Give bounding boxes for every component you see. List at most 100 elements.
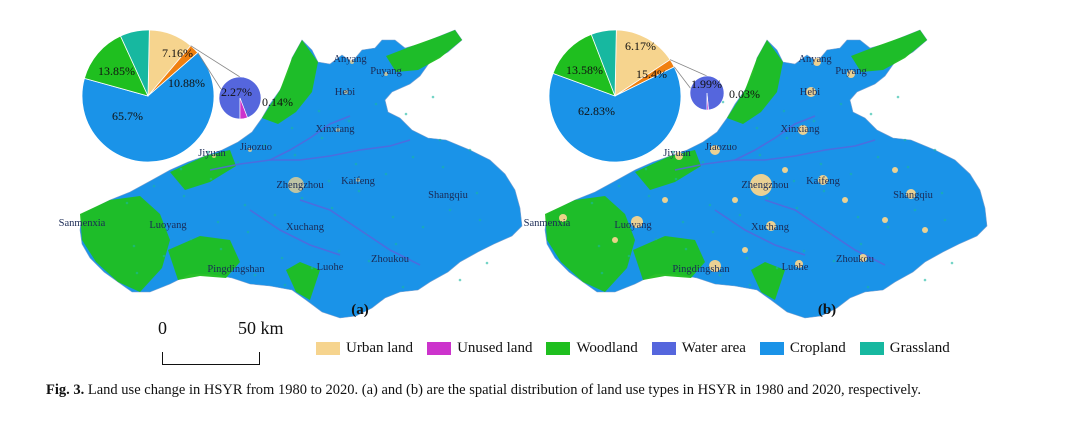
pie-label-woodland: 13.58% (566, 63, 603, 77)
grassland-speck (206, 150, 210, 154)
grassland-speck (782, 109, 786, 113)
grassland-speck (273, 213, 277, 217)
grassland-speck (347, 119, 351, 123)
city-label: Jiaozuo (240, 142, 272, 153)
grassland-speck (246, 230, 250, 234)
grassland-speck (940, 191, 944, 195)
legend-label: Grassland (889, 339, 950, 356)
grassland-speck (384, 172, 388, 176)
grassland-speck (441, 165, 445, 169)
grassland-speck (785, 136, 789, 140)
grassland-speck (943, 218, 947, 222)
grassland-speck (671, 150, 675, 154)
grassland-speck (438, 138, 442, 142)
woodland-area (286, 262, 320, 300)
grassland-speck (219, 247, 223, 251)
urban-patch (906, 189, 916, 199)
urban-patch (882, 217, 888, 223)
grassland-speck (421, 225, 425, 229)
urban-patch (842, 197, 848, 203)
grassland-speck (478, 218, 482, 222)
grassland-speck (812, 119, 816, 123)
legend-swatch (427, 341, 452, 355)
grassland-speck (839, 102, 843, 106)
river-line (249, 209, 341, 256)
river-line (299, 199, 421, 266)
grassland-speck (765, 196, 769, 200)
grassland-speck (125, 201, 129, 205)
city-label: Anyang (333, 54, 367, 65)
grassland-speck (792, 179, 796, 183)
grassland-speck (394, 242, 398, 246)
grassland-speck (681, 220, 685, 224)
urban-patch (710, 145, 720, 155)
grassland-speck (411, 155, 415, 159)
pie-label-grassland: 6.17% (625, 39, 656, 53)
urban-patch (344, 90, 348, 94)
urban-patch (750, 174, 772, 196)
grassland-speck (849, 172, 853, 176)
urban-patch (612, 237, 618, 243)
urban-patch (559, 214, 567, 222)
grassland-speck (627, 254, 631, 258)
subpie-label-unused: 0.03% (729, 87, 760, 101)
city-label: Jiyuan (663, 148, 691, 159)
grassland-speck (300, 196, 304, 200)
urban-patch (795, 260, 803, 268)
city-label: Xinxiang (780, 124, 820, 135)
grassland-speck (802, 249, 806, 253)
legend-label: Unused land (457, 339, 533, 356)
pie-label-cropland: 62.83% (578, 104, 615, 118)
grassland-speck (856, 215, 860, 219)
grassland-speck (748, 283, 752, 287)
city-label: Puyang (835, 66, 867, 77)
grassland-speck (216, 220, 220, 224)
city-label: Shangqiu (893, 190, 933, 201)
subpie-label-water: 1.99% (691, 77, 722, 91)
grassland-speck (293, 153, 297, 157)
legend-item: Grassland (859, 339, 950, 357)
pie-label-urban: 15.4% (636, 67, 667, 81)
city-label: Xinxiang (315, 124, 355, 135)
connector-line (190, 45, 241, 78)
grassland-speck (458, 278, 462, 282)
grassland-speck (475, 191, 479, 195)
subpie-slice-unused (239, 97, 248, 120)
grassland-speck (310, 266, 314, 270)
grassland-speck (135, 271, 139, 275)
grassland-speck (866, 285, 870, 289)
woodland-area (633, 236, 705, 280)
grassland-speck (728, 143, 732, 147)
urban-patch (356, 178, 360, 182)
urban-patch (766, 221, 776, 231)
grassland-speck (647, 194, 651, 198)
grassland-speck (876, 155, 880, 159)
woodland-area (170, 150, 236, 190)
grassland-speck (684, 247, 688, 251)
grassland-speck (775, 266, 779, 270)
grassland-speck (243, 203, 247, 207)
grassland-speck (597, 244, 601, 248)
city-label: Pingdingshan (207, 264, 265, 275)
panel-tag: (a) (351, 302, 369, 318)
woodland-area (262, 40, 318, 124)
grassland-speck (317, 109, 321, 113)
connector-line (669, 59, 708, 77)
scale-distance-label: 50 km (238, 318, 284, 338)
city-label: Anyang (798, 54, 832, 65)
city-label: Zhoukou (371, 254, 410, 265)
pie-slice-grassland (119, 29, 150, 97)
urban-patch (813, 58, 821, 66)
scale-zero-label: 0 (158, 318, 167, 338)
urban-patch (212, 154, 216, 158)
urban-patch (631, 216, 643, 228)
urban-patch (742, 247, 748, 253)
panel-tag: (b) (818, 302, 836, 318)
legend-label: Water area (681, 339, 746, 356)
grassland-speck (903, 138, 907, 142)
river-line (674, 139, 876, 171)
city-label: Kaifeng (806, 176, 841, 187)
grassland-speck (896, 95, 900, 99)
city-label: Zhengzhou (741, 180, 789, 191)
